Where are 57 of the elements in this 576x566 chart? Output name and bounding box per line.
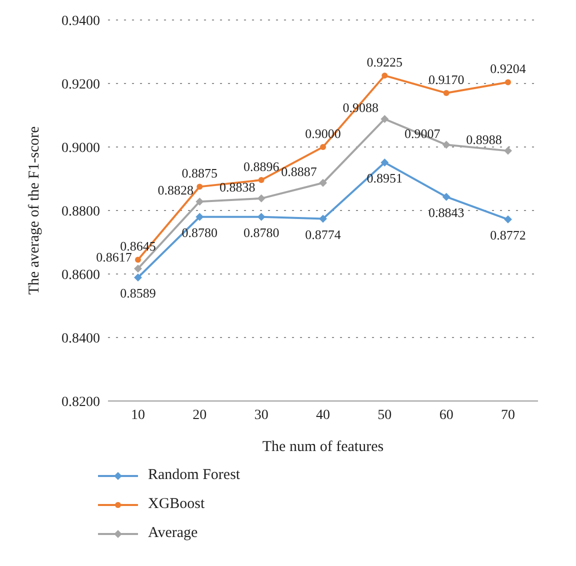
data-label: 0.8875	[182, 166, 218, 181]
data-label: 0.8843	[428, 204, 464, 220]
data-label: 0.8988	[466, 132, 502, 147]
legend-label: XGBoost	[148, 496, 205, 513]
data-label: 0.8838	[219, 179, 256, 194]
data-label: 0.8828	[158, 182, 194, 198]
point	[134, 273, 142, 282]
point	[320, 144, 326, 150]
x-tick-label: 50	[378, 408, 392, 423]
point	[442, 192, 450, 201]
point	[196, 198, 204, 206]
point	[257, 194, 266, 202]
y-tick-label: 0.9200	[62, 77, 100, 92]
point	[380, 115, 389, 124]
y-tick-label: 0.8400	[62, 331, 100, 346]
x-tick-label: 20	[192, 408, 207, 423]
data-label: 0.8896	[243, 159, 280, 174]
data-label: 0.9225	[366, 54, 403, 70]
point	[442, 140, 450, 149]
data-label: 0.8780	[243, 224, 280, 240]
point	[319, 178, 327, 187]
legend-label: Average	[148, 525, 198, 542]
data-label: 0.8887	[281, 164, 318, 179]
point	[443, 90, 450, 96]
point	[135, 256, 141, 263]
data-label: 0.8589	[120, 285, 156, 300]
point	[319, 214, 327, 223]
point	[504, 215, 512, 224]
y-axis-title: The average of the F1-score	[26, 126, 42, 295]
x-tick-label: 70	[501, 408, 515, 423]
point	[504, 146, 512, 155]
y-tick-label: 0.9400	[62, 14, 100, 29]
point	[196, 184, 203, 190]
x-tick-label: 60	[439, 408, 454, 423]
x-axis-title: The num of features	[262, 439, 384, 455]
point	[505, 79, 511, 86]
legend-label: Random Forest	[148, 467, 240, 484]
point	[134, 264, 142, 273]
point	[380, 158, 389, 167]
data-label: 0.9170	[428, 72, 464, 88]
y-tick-label: 0.8800	[62, 204, 100, 220]
point	[196, 212, 204, 221]
y-tick-label: 0.9000	[62, 140, 100, 156]
data-label: 0.9007	[404, 126, 441, 141]
data-label: 0.8617	[96, 250, 132, 265]
point	[257, 212, 266, 221]
x-tick-label: 10	[131, 408, 145, 423]
data-label: 0.9204	[490, 61, 526, 76]
x-tick-label: 40	[316, 408, 330, 423]
data-label: 0.8774	[305, 226, 342, 242]
y-tick-label: 0.8600	[62, 268, 100, 283]
y-tick-label: 0.8200	[62, 394, 100, 410]
x-tick-label: 30	[254, 408, 268, 423]
data-label: 0.8951	[366, 170, 403, 186]
data-label: 0.8772	[490, 227, 526, 242]
point	[258, 177, 264, 184]
point	[382, 72, 388, 79]
